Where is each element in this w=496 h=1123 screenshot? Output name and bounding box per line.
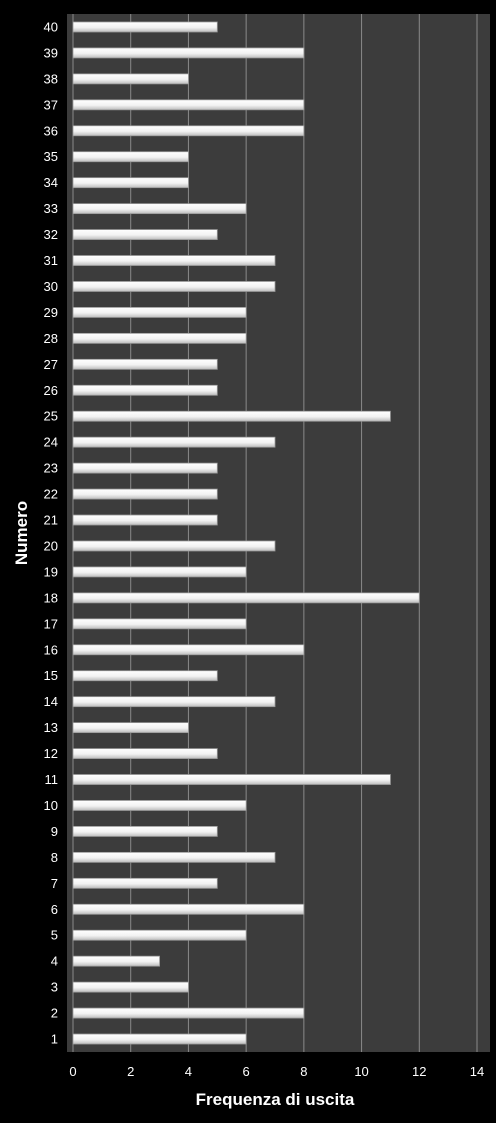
x-tick-label: 8 <box>300 1064 307 1079</box>
bar-22 <box>72 488 218 500</box>
x-tick-label: 0 <box>69 1064 76 1079</box>
y-tick-label: 22 <box>44 487 58 502</box>
bar-29 <box>72 307 247 318</box>
bar-1 <box>72 1033 247 1045</box>
y-tick-label: 36 <box>44 123 58 138</box>
bar-2 <box>72 1007 305 1019</box>
y-tick-label: 6 <box>51 902 58 917</box>
y-tick-label: 12 <box>44 746 58 761</box>
bar-39 <box>72 47 305 59</box>
bar-23 <box>72 462 218 474</box>
y-tick-label: 28 <box>44 331 58 346</box>
bar-27 <box>72 358 218 370</box>
y-tick-label: 18 <box>44 590 58 605</box>
y-tick-label: 24 <box>44 435 58 450</box>
y-tick-label: 30 <box>44 279 58 294</box>
y-tick-label: 29 <box>44 305 58 320</box>
x-tick-labels: 0 2 4 6 8 10 12 14 <box>69 1064 484 1079</box>
bar-11 <box>72 774 391 785</box>
y-tick-label: 26 <box>44 383 58 398</box>
y-tick-label: 33 <box>44 201 58 216</box>
x-tick-label: 2 <box>127 1064 134 1079</box>
y-tick-label: 19 <box>44 564 58 579</box>
y-tick-label: 32 <box>44 227 58 242</box>
x-tick-label: 4 <box>185 1064 192 1079</box>
y-tick-label: 39 <box>44 45 58 60</box>
y-tick-label: 1 <box>51 1032 58 1047</box>
y-tick-label: 16 <box>44 642 58 657</box>
bar-14 <box>72 696 276 708</box>
bar-34 <box>72 177 189 189</box>
y-tick-label: 20 <box>44 538 58 553</box>
y-tick-labels: 1234567891011121314151617181920212223242… <box>44 19 58 1046</box>
bar-20 <box>72 540 276 552</box>
y-tick-label: 3 <box>51 980 58 995</box>
bar-30 <box>72 281 276 292</box>
y-tick-label: 5 <box>51 928 58 943</box>
y-tick-label: 34 <box>44 175 58 190</box>
y-tick-label: 37 <box>44 97 58 112</box>
bar-8 <box>72 851 276 863</box>
bar-21 <box>72 514 218 526</box>
y-tick-label: 9 <box>51 824 58 839</box>
y-tick-label: 31 <box>44 253 58 268</box>
y-tick-label: 15 <box>44 668 58 683</box>
bar-16 <box>72 644 305 656</box>
bar-26 <box>72 384 218 396</box>
bar-24 <box>72 436 276 448</box>
bar-37 <box>72 99 305 111</box>
bar-36 <box>72 125 305 137</box>
y-tick-label: 13 <box>44 720 58 735</box>
bar-10 <box>72 800 247 811</box>
bar-6 <box>72 903 305 915</box>
y-tick-label: 21 <box>44 513 58 528</box>
bar-13 <box>72 722 189 734</box>
y-tick-label: 27 <box>44 357 58 372</box>
bar-19 <box>72 566 247 578</box>
x-tick-label: 14 <box>470 1064 484 1079</box>
bar-33 <box>72 203 247 215</box>
x-tick-label: 6 <box>243 1064 250 1079</box>
bar-32 <box>72 229 218 240</box>
bar-9 <box>72 826 218 837</box>
x-axis-title: Frequenza di uscita <box>196 1090 355 1109</box>
y-tick-label: 35 <box>44 149 58 164</box>
y-tick-label: 40 <box>44 19 58 34</box>
y-tick-label: 14 <box>44 694 58 709</box>
bar-5 <box>72 929 247 941</box>
y-tick-label: 10 <box>44 798 58 813</box>
y-axis-title: Numero <box>12 501 31 565</box>
x-tick-label: 10 <box>354 1064 368 1079</box>
y-tick-label: 8 <box>51 850 58 865</box>
bar-35 <box>72 151 189 163</box>
bar-18 <box>72 592 420 604</box>
bar-31 <box>72 255 276 266</box>
bar-12 <box>72 748 218 759</box>
y-tick-label: 17 <box>44 616 58 631</box>
x-tick-label: 12 <box>412 1064 426 1079</box>
bar-7 <box>72 877 218 889</box>
y-tick-label: 25 <box>44 409 58 424</box>
y-tick-label: 7 <box>51 876 58 891</box>
bar-15 <box>72 670 218 682</box>
bar-3 <box>72 981 189 993</box>
bar-4 <box>72 955 160 967</box>
y-tick-label: 38 <box>44 71 58 86</box>
y-tick-label: 2 <box>51 1006 58 1021</box>
bar-25 <box>72 410 391 422</box>
y-tick-label: 23 <box>44 461 58 476</box>
bar-17 <box>72 618 247 630</box>
bar-38 <box>72 73 189 85</box>
bar-28 <box>72 332 247 344</box>
bars <box>72 21 420 1045</box>
y-tick-label: 11 <box>45 772 59 787</box>
bar-40 <box>72 21 218 33</box>
y-tick-label: 4 <box>51 954 58 969</box>
